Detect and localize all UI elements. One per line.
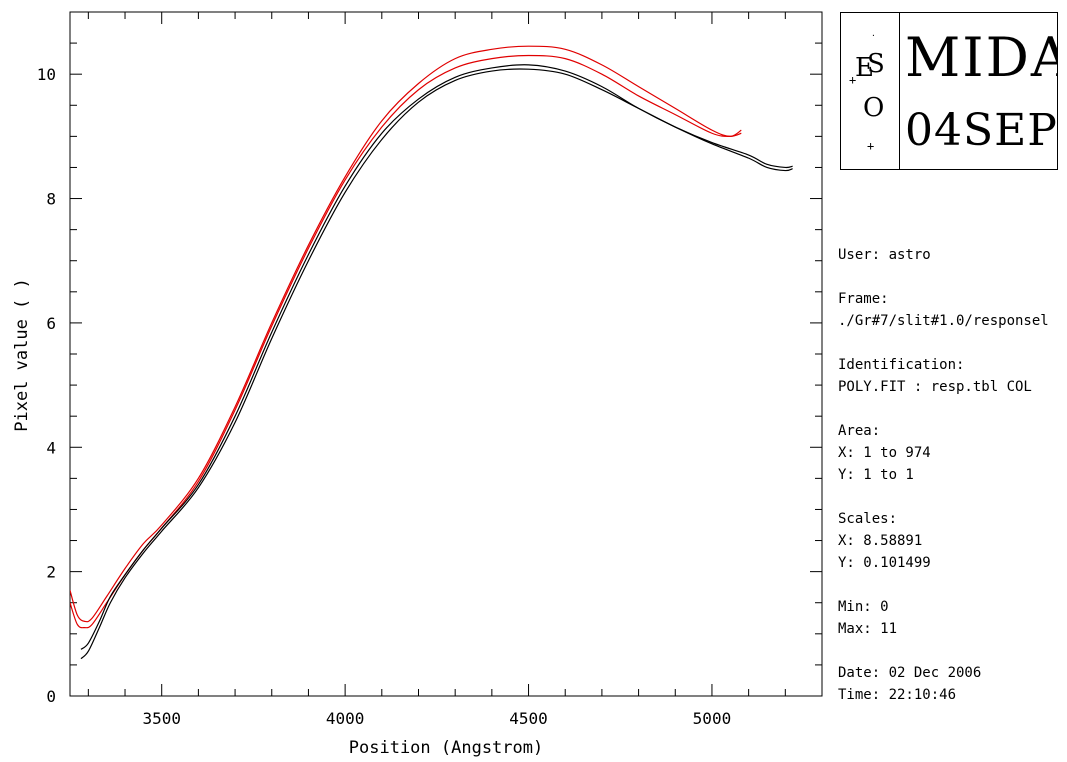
area-y: Y: 1 to 1 bbox=[838, 467, 914, 483]
identification-value: POLY.FIT : resp.tbl COL bbox=[838, 379, 1032, 395]
identification-label: Identification: bbox=[838, 357, 965, 373]
plot-border bbox=[69, 11, 823, 697]
x-tick-label: 4000 bbox=[326, 709, 365, 728]
y-tick-label: 8 bbox=[46, 190, 56, 209]
series-line-3 bbox=[80, 64, 793, 650]
area-label: Area: bbox=[838, 423, 881, 439]
logo-divider bbox=[899, 13, 900, 169]
series-line-4 bbox=[80, 68, 793, 660]
eso-letter-e: E bbox=[855, 53, 874, 83]
y-tick-label: 0 bbox=[46, 687, 56, 706]
chart: 3500 4000 4500 5000 0 2 4 6 8 10 Position (Angstr… bbox=[12, 11, 823, 758]
min-value: Min: 0 bbox=[838, 599, 889, 615]
eso-letter-s: S bbox=[867, 49, 885, 79]
time-text: Time: 22:10:46 bbox=[838, 687, 957, 703]
frame-label: Frame: bbox=[838, 291, 889, 307]
eso-letter-o: O bbox=[863, 93, 885, 123]
y-tick-label: 10 bbox=[37, 65, 56, 84]
eso-star-icon: + bbox=[867, 139, 875, 153]
eso-star-icon: · bbox=[871, 31, 876, 40]
scales-y: Y: 0.101499 bbox=[838, 555, 931, 571]
frame-value: ./Gr#7/slit#1.0/responsel bbox=[838, 313, 1049, 329]
x-axis-label: Position (Angstrom) bbox=[349, 738, 543, 758]
y-tick-label: 6 bbox=[46, 314, 56, 333]
max-value: Max: 11 bbox=[838, 621, 898, 637]
scales-label: Scales: bbox=[838, 511, 898, 527]
y-axis-label: Pixel value ( ) bbox=[12, 278, 32, 432]
axis-ticks: 3500 4000 4500 5000 0 2 4 6 8 10 bbox=[37, 11, 823, 728]
x-tick-label: 5000 bbox=[693, 709, 732, 728]
series-group bbox=[70, 45, 793, 660]
series-line-1 bbox=[70, 45, 742, 623]
midas-logo-box: E S O + + · MIDAS 04SEP bbox=[840, 12, 1058, 170]
x-tick-label: 4500 bbox=[509, 709, 548, 728]
midas-logo-date: 04SEP bbox=[905, 105, 1058, 156]
y-tick-label: 2 bbox=[46, 563, 56, 582]
info-panel: User: astro Frame: ./Gr#7/slit#1.0/respo… bbox=[838, 244, 1067, 706]
scales-x: X: 8.58891 bbox=[838, 533, 923, 549]
y-tick-label: 4 bbox=[46, 438, 56, 457]
series-line-2 bbox=[70, 54, 742, 629]
plot-frame bbox=[69, 11, 823, 697]
area-x: X: 1 to 974 bbox=[838, 445, 931, 461]
user-text: User: astro bbox=[838, 247, 931, 263]
eso-logo: E S O + + · bbox=[841, 13, 899, 169]
date-text: Date: 02 Dec 2006 bbox=[838, 665, 982, 681]
x-tick-label: 3500 bbox=[142, 709, 181, 728]
midas-logo-text: MIDAS bbox=[905, 26, 1057, 89]
eso-star-icon: + bbox=[849, 73, 857, 87]
